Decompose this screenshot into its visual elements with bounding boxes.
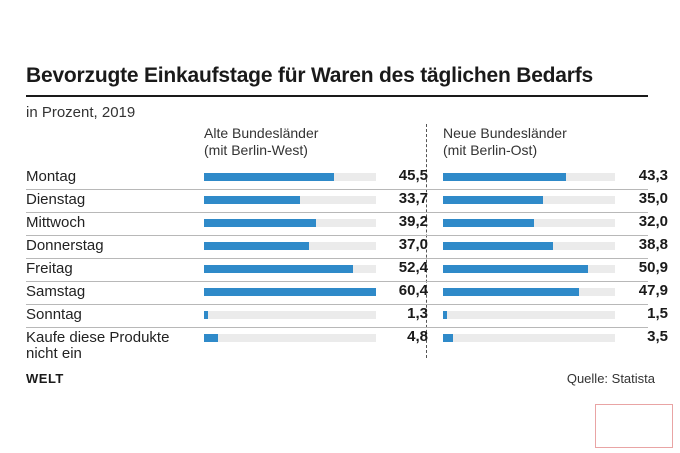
bar-east xyxy=(443,219,535,227)
bar-east xyxy=(443,288,580,296)
series-header-west: Alte Bundesländer (mit Berlin-West) xyxy=(204,125,318,159)
bar-west xyxy=(204,242,310,250)
category-label: Freitag xyxy=(26,261,73,277)
bar-west xyxy=(204,219,316,227)
value-label-east: 47,9 xyxy=(638,282,668,299)
bar-track xyxy=(204,196,376,204)
bar-west xyxy=(204,288,376,296)
bar-track xyxy=(443,265,615,273)
row-separator xyxy=(26,327,648,328)
series-header-east-line-1: Neue Bundesländer xyxy=(443,125,567,141)
value-label-east: 35,0 xyxy=(638,190,668,207)
value-label-west: 37,0 xyxy=(398,236,428,253)
value-label-west: 52,4 xyxy=(398,259,428,276)
category-label: Kaufe diese Produkte nicht ein xyxy=(26,330,169,362)
series-divider xyxy=(426,124,427,358)
row-separator xyxy=(26,258,648,259)
bar-west xyxy=(204,334,218,342)
category-label-line-2: nicht ein xyxy=(26,345,82,362)
row-separator xyxy=(26,304,648,305)
value-label-west: 60,4 xyxy=(398,282,428,299)
bar-track xyxy=(204,173,376,181)
bar-track xyxy=(443,219,615,227)
bar-east xyxy=(443,173,567,181)
value-label-east: 38,8 xyxy=(638,236,668,253)
bar-track xyxy=(204,219,376,227)
brand-logo: WELT xyxy=(26,371,64,386)
bar-west xyxy=(204,311,208,319)
value-label-east: 50,9 xyxy=(638,259,668,276)
bar-track xyxy=(204,311,376,319)
value-label-west: 1,3 xyxy=(407,305,428,322)
bar-track xyxy=(204,288,376,296)
category-label-line-1: Sonntag xyxy=(26,306,82,323)
bar-west xyxy=(204,173,334,181)
category-label: Donnerstag xyxy=(26,238,104,254)
category-label-line-1: Donnerstag xyxy=(26,237,104,254)
category-label-line-1: Kaufe diese Produkte xyxy=(26,329,170,346)
category-label-line-1: Freitag xyxy=(26,260,73,277)
bar-track xyxy=(443,196,615,204)
value-label-east: 43,3 xyxy=(638,167,668,184)
chart-title: Bevorzugte Einkaufstage für Waren des tä… xyxy=(26,64,594,87)
source-note: Quelle: Statista xyxy=(566,371,655,386)
series-header-west-line-1: Alte Bundesländer xyxy=(204,125,319,141)
watermark-stamp xyxy=(595,404,673,448)
bar-track xyxy=(443,288,615,296)
bar-track xyxy=(443,242,615,250)
bar-east xyxy=(443,311,448,319)
value-label-west: 45,5 xyxy=(398,167,428,184)
bar-east xyxy=(443,242,554,250)
value-label-west: 39,2 xyxy=(398,213,428,230)
chart-subtitle: in Prozent, 2019 xyxy=(26,104,136,121)
series-header-west-line-2: (mit Berlin-West) xyxy=(204,142,308,158)
row-separator xyxy=(26,235,648,236)
bar-west xyxy=(204,196,300,204)
category-label-line-1: Montag xyxy=(26,168,77,185)
title-rule xyxy=(26,95,648,97)
bar-track xyxy=(443,173,615,181)
category-label: Sonntag xyxy=(26,307,82,323)
category-label-line-1: Samstag xyxy=(26,283,86,300)
category-label: Montag xyxy=(26,169,76,185)
bar-track xyxy=(204,334,376,342)
category-label: Mittwoch xyxy=(26,215,85,231)
row-separator xyxy=(26,281,648,282)
value-label-east: 32,0 xyxy=(638,213,668,230)
category-label-line-1: Dienstag xyxy=(26,191,86,208)
category-label-line-1: Mittwoch xyxy=(26,214,86,231)
row-separator xyxy=(26,189,648,190)
bar-track xyxy=(204,242,376,250)
row-separator xyxy=(26,212,648,213)
series-header-east-line-2: (mit Berlin-Ost) xyxy=(443,142,538,158)
category-label: Dienstag xyxy=(26,192,85,208)
bar-east xyxy=(443,265,588,273)
bar-east xyxy=(443,196,543,204)
series-header-east: Neue Bundesländer (mit Berlin-Ost) xyxy=(443,125,567,159)
bar-east xyxy=(443,334,453,342)
value-label-west: 33,7 xyxy=(398,190,428,207)
value-label-west: 4,8 xyxy=(407,328,428,345)
value-label-east: 3,5 xyxy=(647,328,668,345)
bar-west xyxy=(204,265,354,273)
bar-track xyxy=(204,265,376,273)
value-label-east: 1,5 xyxy=(647,305,668,322)
category-label: Samstag xyxy=(26,284,85,300)
bar-track xyxy=(443,311,615,319)
bar-track xyxy=(443,334,615,342)
